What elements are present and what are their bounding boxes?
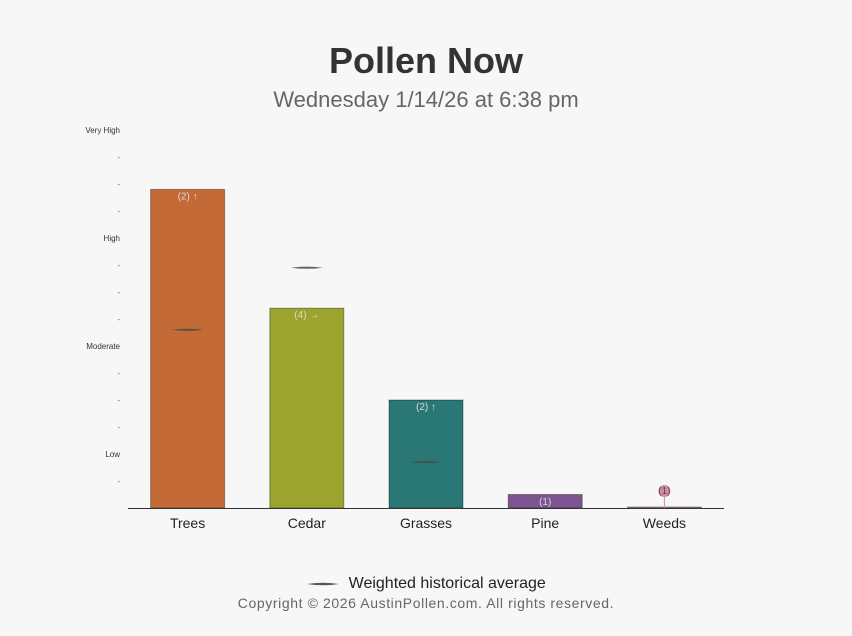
bar-value-label: (1) [658,486,670,497]
legend-label: Weighted historical average [348,575,546,592]
y-tick-label: - [118,263,121,270]
copyright-text: Copyright © 2026 AustinPollen.com. All r… [237,595,615,611]
y-tick-label: - [118,209,121,216]
historical-average-swatch [307,582,340,586]
y-tick-label: - [118,479,121,486]
y-tick-label: Moderate [86,342,120,351]
x-tick-label: Weeds [643,515,686,531]
x-tick-label: Cedar [288,515,326,531]
historical-average-marker [171,328,204,331]
y-tick-label: - [118,317,121,324]
pollen-bar-chart: - Low - - - Moderate - - - High - - - Very High (2) ↑ T… [85,126,724,531]
legend: Weighted historical average [0,575,852,593]
bar-value-label: (2) ↑ [178,191,198,202]
y-tick-label: Very High [85,126,120,135]
y-tick-label: High [104,234,120,243]
y-tick-label: - [118,182,121,189]
x-tick-label: Pine [531,515,559,531]
x-tick-label: Trees [170,515,205,531]
x-tick-label: Grasses [400,515,452,531]
y-tick-label: - [118,155,121,162]
historical-average-marker [290,266,323,269]
bar-label-marker [658,485,671,497]
chart-subtitle: Wednesday 1/14/26 at 6:38 pm [273,87,579,112]
bar-value-label: (4) → [294,310,319,321]
bar-value-label: (2) ↑ [416,402,436,413]
y-tick-label: - [118,425,121,432]
y-tick-label: Low [105,450,120,459]
y-tick-label: - [118,398,121,405]
bar-grasses [388,399,464,509]
y-tick-label: - [118,290,121,297]
y-tick-label: - [118,371,121,378]
historical-average-marker [410,461,442,464]
bar-value-label: (1) [539,497,551,508]
chart-title: Pollen Now [328,40,523,81]
bar-trees [150,188,226,509]
bar-cedar [269,307,345,509]
